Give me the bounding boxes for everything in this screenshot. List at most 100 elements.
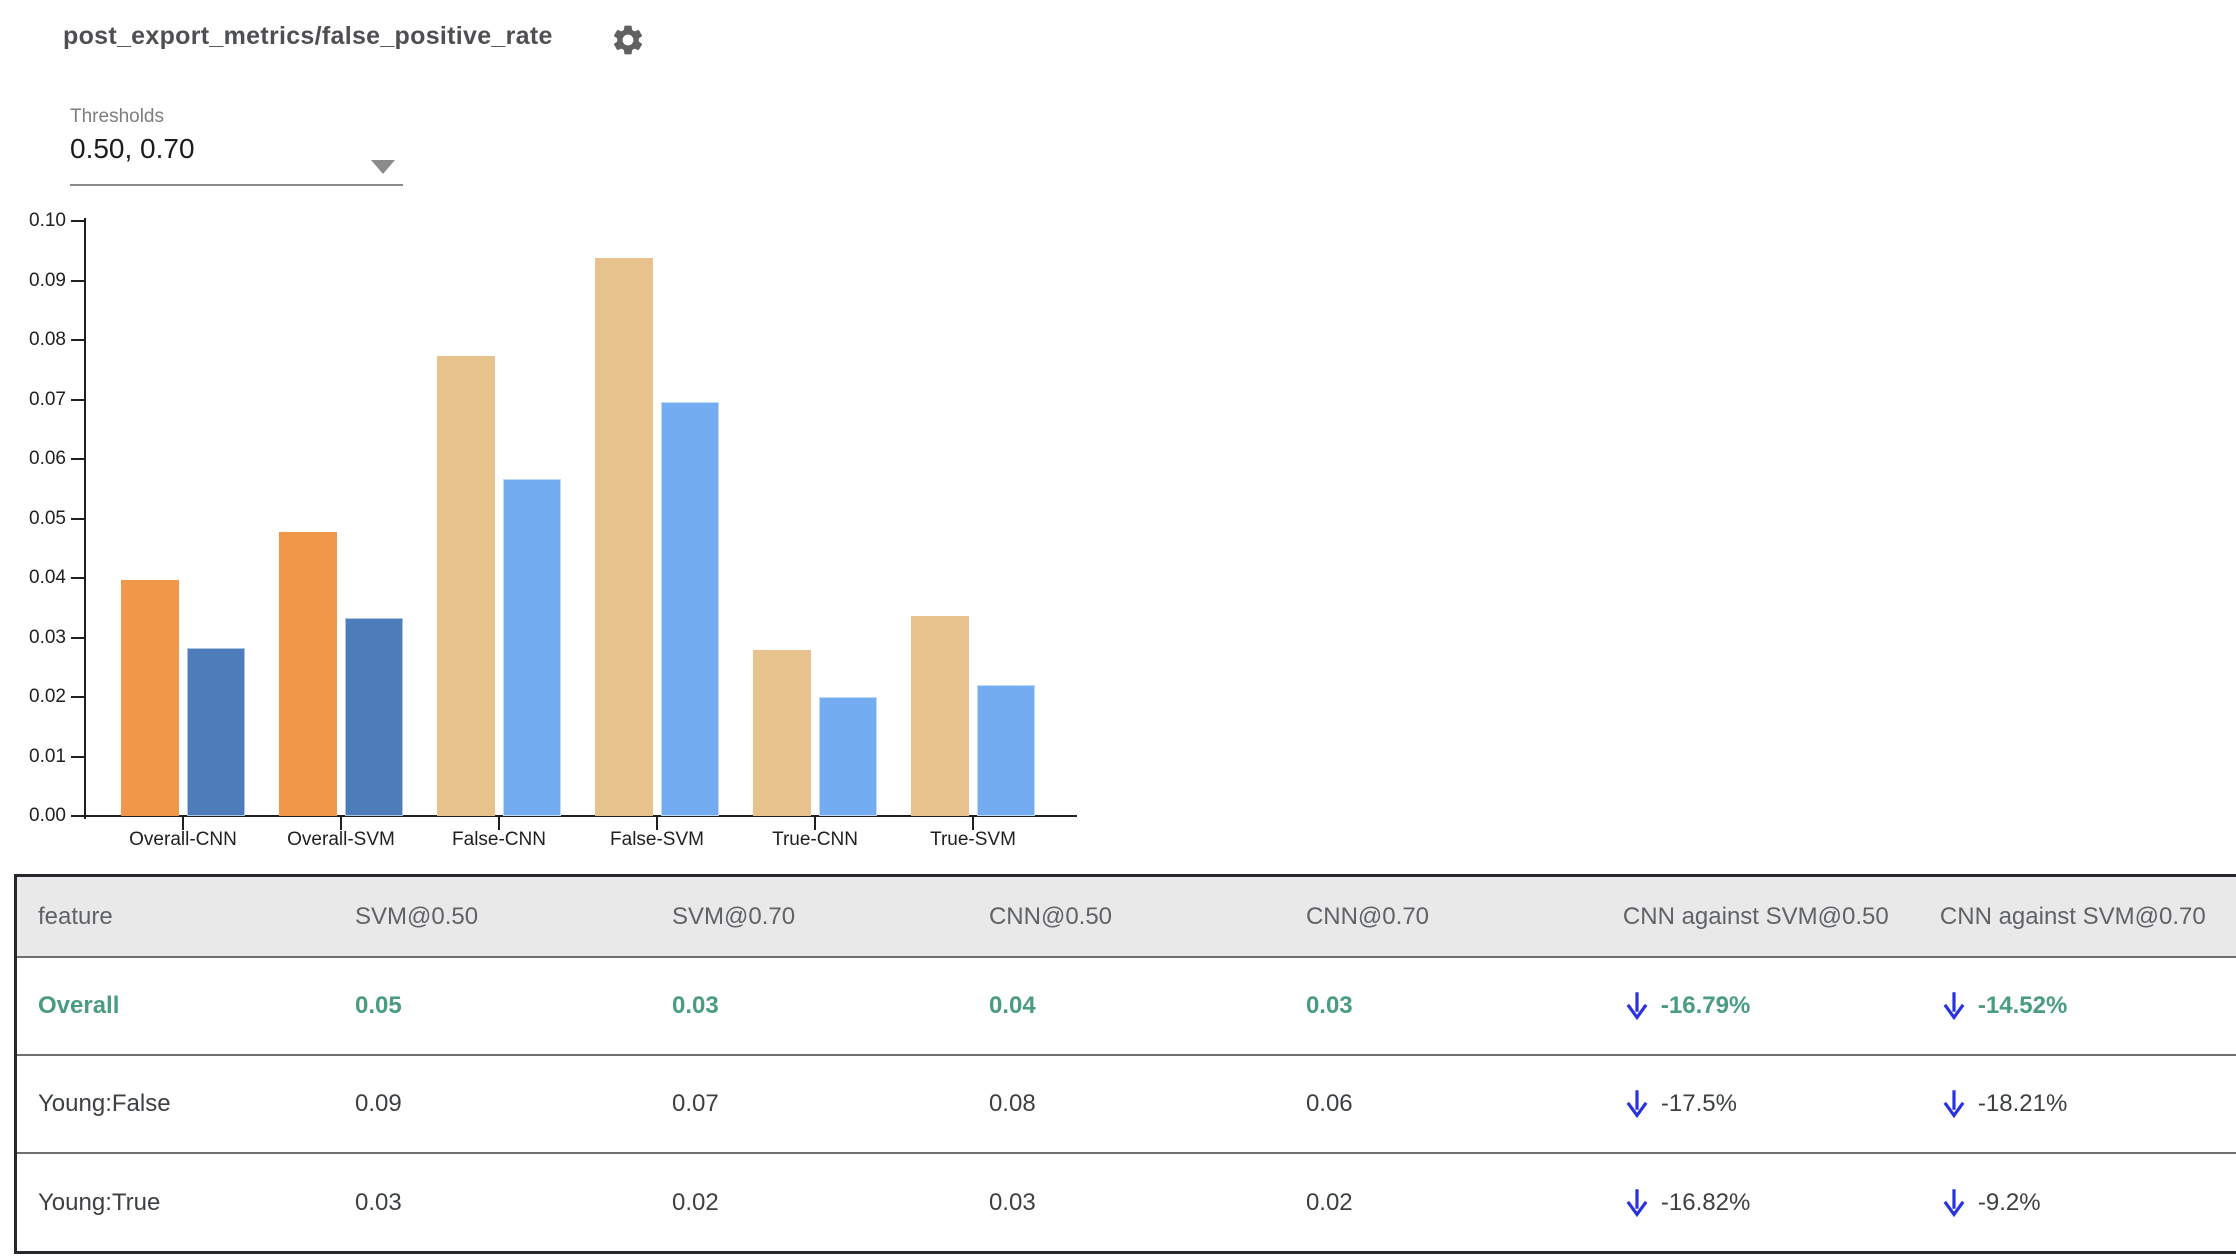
select-underline (70, 184, 403, 186)
decrease-arrow-icon (1943, 992, 1965, 1021)
column-header: SVM@0.70 (650, 877, 968, 958)
value-cell: 0.04 (988, 992, 1036, 1019)
decrease-arrow-icon (1943, 1090, 1965, 1119)
y-axis-tick-label: 0.10 (29, 210, 66, 231)
value-cell: 0.02 (650, 1152, 968, 1251)
false-positive-rate-bar-chart: 0.00 0.01 0.02 0.03 0.04 0.05 0.06 0.07 0.08 0.09… (0, 0, 1200, 870)
bar-False-CNN-t0.50[interactable] (437, 356, 495, 816)
y-axis-tick-label: 0.00 (29, 805, 66, 826)
delta-cell: -18.21% (1918, 1054, 2236, 1153)
value-cell: 0.03 (333, 1152, 651, 1251)
y-axis-tick-label: 0.04 (29, 567, 66, 588)
x-axis-tick (182, 817, 184, 830)
x-axis-tick (340, 817, 342, 830)
bar-True-SVM-t0.70[interactable] (977, 685, 1035, 816)
table-header-row: feature SVM@0.50 SVM@0.70 CNN@0.50 CNN@0.70 C… (17, 877, 2236, 958)
decrease-arrow-icon (1626, 1188, 1648, 1217)
y-axis-tick (71, 577, 84, 579)
y-axis-tick (71, 755, 84, 758)
y-axis-tick (71, 517, 84, 520)
value-cell: 0.06 (1284, 1054, 1602, 1153)
x-axis-tick (656, 817, 658, 830)
x-axis-category-label: True-SVM (930, 829, 1016, 850)
delta-value: -16.82% (1660, 1188, 1751, 1216)
y-axis-tick-label: 0.09 (29, 269, 66, 291)
y-axis-tick-label: 0.02 (29, 686, 66, 707)
y-axis-tick-label: 0.01 (29, 745, 66, 767)
value-cell: 0.09 (333, 1054, 651, 1153)
value-cell: 0.05 (354, 992, 402, 1019)
column-header: CNN@0.50 (967, 877, 1285, 958)
y-axis-tick (71, 458, 84, 460)
value-cell: 0.08 (967, 1054, 1285, 1153)
delta-cell: -16.79% (1602, 957, 1919, 1055)
delta-value: -16.79% (1660, 992, 1751, 1019)
feature-cell: Overall (38, 992, 120, 1019)
delta-cell: -14.52% (1919, 957, 2236, 1055)
feature-cell: Young:False (17, 1054, 334, 1153)
thresholds-label: Thresholds (70, 106, 164, 127)
x-axis-category-label: Overall-CNN (129, 829, 237, 850)
y-axis-tick (71, 339, 84, 341)
x-axis-tick (498, 817, 500, 830)
column-header: CNN@0.70 (1284, 877, 1602, 958)
delta-cell: -9.2% (1918, 1152, 2236, 1251)
y-axis-tick-label: 0.05 (29, 507, 66, 529)
value-cell: 0.07 (650, 1054, 968, 1153)
bar-Overall-CNN-t0.70[interactable] (187, 648, 245, 816)
feature-cell: Young:True (17, 1152, 334, 1251)
x-axis-tick (972, 817, 974, 830)
y-axis-line (84, 218, 86, 819)
y-axis-tick (71, 636, 84, 639)
y-axis-tick (71, 815, 84, 817)
metrics-table-wrap: feature SVM@0.50 SVM@0.70 CNN@0.50 CNN@0.70 C… (14, 874, 2236, 1254)
page-title: post_export_metrics/false_positive_rate (63, 22, 553, 50)
delta-cell: -17.5% (1601, 1054, 1919, 1153)
bar-True-CNN-t0.50[interactable] (753, 650, 811, 816)
value-cell: 0.03 (671, 992, 719, 1019)
decrease-arrow-icon (1943, 1188, 1965, 1217)
value-cell: 0.03 (967, 1152, 1285, 1251)
x-axis-category-label: False-CNN (452, 829, 546, 850)
bar-True-SVM-t0.50[interactable] (911, 616, 969, 816)
x-axis-category-label: Overall-SVM (287, 829, 395, 850)
delta-value: -14.52% (1977, 992, 2068, 1019)
table-row: Young:True 0.03 0.02 0.03 0.02 -16.82% -9.2% (17, 1152, 2236, 1251)
decrease-arrow-icon (1626, 1090, 1648, 1119)
table-row: Overall 0.05 0.03 0.04 0.03 -16.79% -14.52% (17, 957, 2236, 1055)
chevron-down-icon (371, 160, 395, 174)
bar-False-CNN-t0.70[interactable] (503, 479, 561, 816)
column-header: CNN against SVM@0.70 (1918, 877, 2236, 958)
bar-Overall-SVM-t0.70[interactable] (345, 618, 403, 816)
metrics-table: feature SVM@0.50 SVM@0.70 CNN@0.50 CNN@0.70 C… (17, 877, 2236, 1251)
column-header: feature (17, 877, 334, 958)
bar-False-SVM-t0.50[interactable] (595, 258, 653, 816)
gear-icon[interactable] (610, 22, 646, 58)
delta-value: -18.21% (1977, 1090, 2068, 1117)
delta-cell: -16.82% (1601, 1152, 1919, 1251)
y-axis-tick-label: 0.07 (29, 388, 66, 410)
x-axis-category-label: True-CNN (772, 829, 858, 850)
bar-Overall-CNN-t0.50[interactable] (121, 580, 179, 816)
bar-Overall-SVM-t0.50[interactable] (279, 532, 337, 816)
x-axis-tick (814, 817, 816, 830)
delta-value: -17.5% (1660, 1090, 1737, 1117)
y-axis-tick-label: 0.06 (29, 448, 66, 469)
column-header: SVM@0.50 (333, 877, 651, 958)
bar-False-SVM-t0.70[interactable] (661, 402, 719, 816)
thresholds-value: 0.50, 0.70 (70, 133, 195, 164)
decrease-arrow-icon (1626, 992, 1648, 1021)
delta-value: -9.2% (1977, 1188, 2041, 1216)
value-cell: 0.02 (1284, 1152, 1602, 1251)
y-axis-tick (71, 398, 84, 401)
x-axis-category-label: False-SVM (610, 829, 704, 850)
y-axis-tick (71, 220, 84, 222)
column-header: CNN against SVM@0.50 (1601, 877, 1919, 958)
y-axis-tick-label: 0.08 (29, 329, 66, 350)
bar-True-CNN-t0.70[interactable] (819, 697, 877, 816)
x-axis-line (83, 815, 1077, 817)
value-cell: 0.03 (1305, 992, 1353, 1019)
y-axis-tick-label: 0.03 (29, 626, 66, 648)
y-axis-tick (71, 696, 84, 698)
